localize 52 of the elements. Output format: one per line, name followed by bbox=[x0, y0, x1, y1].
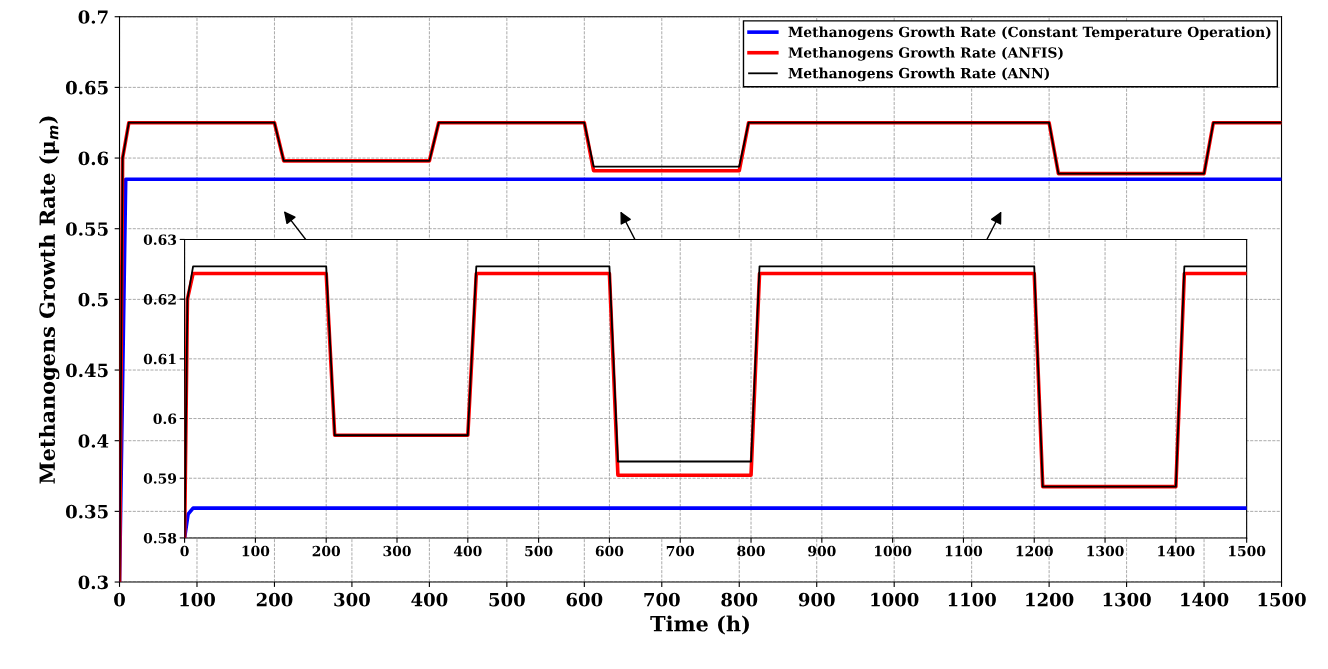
x-tick-label: 1400 bbox=[1158, 545, 1195, 557]
y-tick-label: 0.7 bbox=[78, 10, 108, 24]
x-tick-label: 1500 bbox=[1229, 545, 1266, 557]
y-tick-label: 0.4 bbox=[78, 434, 109, 448]
x-tick-label: 1400 bbox=[1181, 592, 1229, 607]
y-tick-label: 0.62 bbox=[143, 294, 176, 305]
legend-label: Methanogens Growth Rate (ANN) bbox=[788, 67, 1049, 82]
x-tick-label: 0 bbox=[114, 592, 125, 607]
x-tick-label: 600 bbox=[566, 592, 603, 607]
x-tick-label: 600 bbox=[595, 545, 624, 557]
legend-label: Methanogens Growth Rate (ANFIS) bbox=[788, 47, 1063, 61]
y-tick-label: 0.6 bbox=[78, 151, 109, 166]
x-tick-label: 1000 bbox=[875, 545, 912, 557]
x-tick-label: 400 bbox=[453, 545, 482, 557]
y-tick-label: 0.58 bbox=[143, 532, 177, 544]
y-tick-label: 0.45 bbox=[65, 363, 108, 378]
x-tick-label: 1100 bbox=[948, 592, 996, 607]
x-tick-label: 800 bbox=[737, 545, 765, 557]
y-tick-label: 0.65 bbox=[65, 80, 108, 95]
y-tick-label: 0.63 bbox=[143, 234, 177, 245]
legend-label: Methanogens Growth Rate (Constant Temperature Operation) bbox=[788, 26, 1271, 41]
x-tick-label: 800 bbox=[721, 592, 758, 607]
x-tick-label: 1000 bbox=[871, 592, 919, 607]
x-tick-label: 700 bbox=[644, 592, 680, 607]
x-tick-label: 1200 bbox=[1016, 545, 1053, 557]
x-tick-label: 200 bbox=[256, 592, 293, 607]
x-tick-label: 1500 bbox=[1258, 592, 1306, 607]
y-tick-label: 0.55 bbox=[65, 222, 108, 236]
y-tick-label: 0.35 bbox=[65, 504, 108, 519]
x-tick-label: 900 bbox=[808, 545, 836, 557]
x-tick-label: 0 bbox=[180, 545, 189, 557]
y-tick-label: 0.6 bbox=[153, 413, 177, 425]
x-tick-label: 500 bbox=[489, 592, 525, 607]
x-tick-label: 900 bbox=[798, 592, 835, 607]
x-tick-label: 1300 bbox=[1103, 592, 1151, 607]
y-tick-label: 0.59 bbox=[143, 473, 177, 484]
x-axis-title: Time (h) bbox=[650, 615, 749, 635]
y-tick-label: 0.5 bbox=[78, 292, 108, 307]
x-tick-label: 200 bbox=[312, 545, 341, 557]
x-tick-label: 100 bbox=[242, 545, 270, 557]
x-tick-label: 1200 bbox=[1026, 592, 1074, 607]
x-tick-label: 1300 bbox=[1087, 545, 1124, 557]
x-tick-label: 500 bbox=[525, 545, 553, 557]
y-tick-label: 0.3 bbox=[78, 575, 108, 590]
y-axis-title: Methanogens Growth Rate (μ$_{m}$) bbox=[38, 116, 60, 484]
y-tick-label: 0.61 bbox=[143, 353, 176, 365]
x-tick-label: 300 bbox=[334, 592, 370, 607]
x-tick-label: 400 bbox=[411, 592, 448, 607]
x-tick-label: 1100 bbox=[945, 545, 983, 557]
x-tick-label: 300 bbox=[383, 545, 411, 557]
x-tick-label: 100 bbox=[180, 592, 215, 607]
x-tick-label: 700 bbox=[666, 545, 695, 557]
